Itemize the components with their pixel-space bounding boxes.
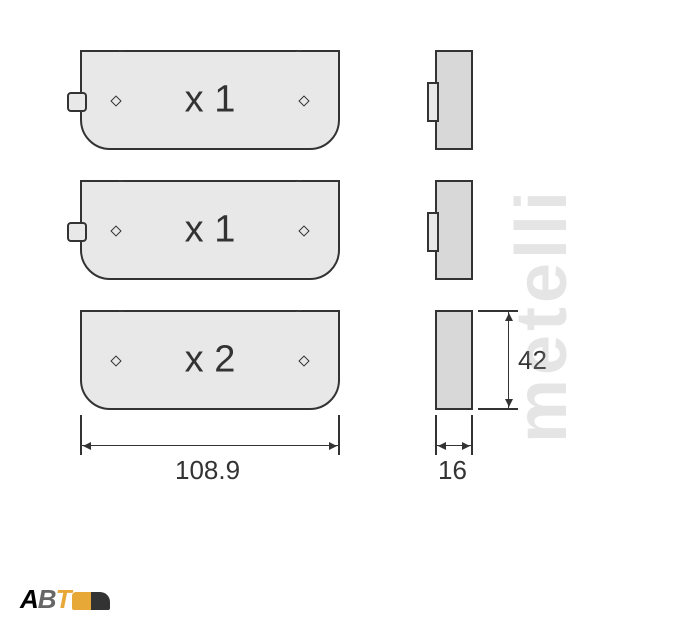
rivet-icon <box>110 95 121 106</box>
rivet-icon <box>298 355 309 366</box>
rivet-icon <box>298 95 309 106</box>
dimension-line-width <box>80 445 340 446</box>
wear-indicator-tab <box>67 222 87 242</box>
dimension-thickness: 16 <box>438 455 467 486</box>
brake-pad-side-1 <box>435 50 473 150</box>
quantity-label: x 2 <box>185 339 236 382</box>
rivet-icon <box>298 225 309 236</box>
brake-pad-side-3 <box>435 310 473 410</box>
car-icon <box>72 592 110 610</box>
wear-indicator-tab <box>67 92 87 112</box>
brake-pad-front-3: x 2 <box>80 310 340 410</box>
quantity-label: x 1 <box>185 209 236 252</box>
quantity-label: x 1 <box>185 79 236 122</box>
brake-pad-front-2: x 1 <box>80 180 340 280</box>
clip-icon <box>427 212 439 252</box>
dimension-line-thickness <box>435 445 473 446</box>
site-logo: ABT <box>20 584 112 615</box>
clip-icon <box>427 82 439 122</box>
brake-pad-front-1: x 1 <box>80 50 340 150</box>
brand-watermark: metelli <box>501 187 583 443</box>
brake-pad-side-2 <box>435 180 473 280</box>
logo-text: ABT <box>20 584 112 614</box>
rivet-icon <box>110 355 121 366</box>
dimension-width: 108.9 <box>175 455 240 486</box>
rivet-icon <box>110 225 121 236</box>
